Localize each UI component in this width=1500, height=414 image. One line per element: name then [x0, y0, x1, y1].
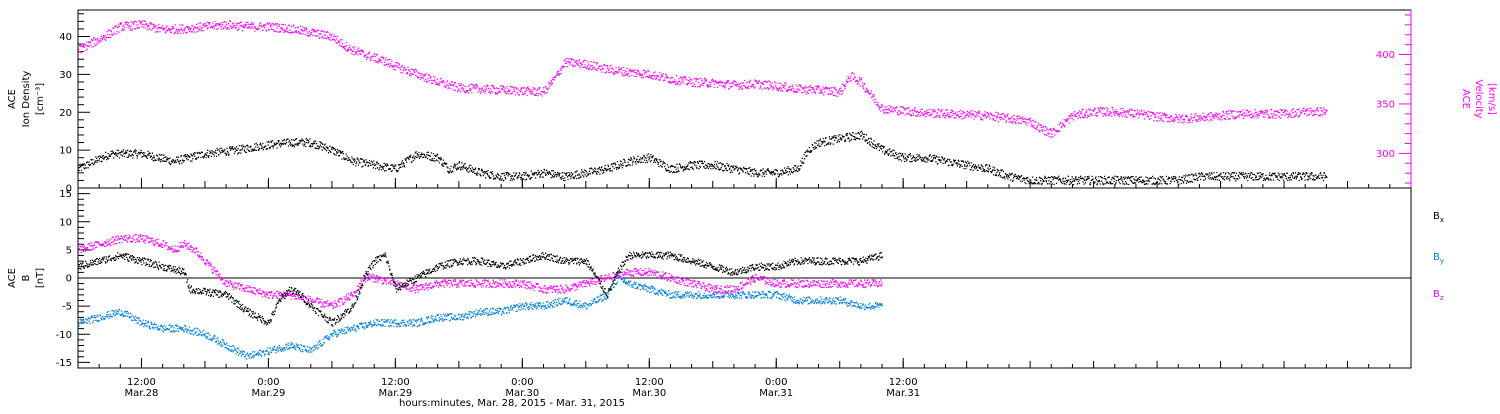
ion-density-points: [78, 130, 1328, 186]
top-right-ylabel-1: ACE: [1460, 89, 1471, 109]
bottom-left-tick-label: 10: [59, 217, 72, 228]
bottom-left-ylabel-1: ACE: [7, 268, 18, 288]
bottom-left-tick-label: -5: [62, 302, 72, 313]
x-tick-label-date: Mar.29: [378, 388, 412, 399]
x-tick-label-date: Mar.30: [505, 388, 539, 399]
x-tick-label-date: Mar.28: [125, 388, 159, 399]
top-left-tick-label: 30: [59, 70, 72, 81]
x-tick-label-date: Mar.31: [886, 388, 920, 399]
x-tick-label-time: 12:00: [127, 377, 156, 388]
top-right-ylabel-3: [km/s]: [1486, 83, 1497, 115]
bottom-left-ylabel-2: B: [21, 274, 32, 281]
top-right-axis: 300 350 400: [1376, 10, 1412, 188]
top-right-tick-label: 350: [1376, 99, 1395, 110]
top-left-tick-label: 10: [59, 146, 72, 157]
x-tick-label-date: Mar.31: [759, 388, 793, 399]
top-left-tick-label: 40: [59, 32, 72, 43]
x-tick-label-time: 12:00: [889, 377, 918, 388]
top-left-tick-label: 0: [66, 184, 72, 195]
legend-bz: Bz: [1433, 289, 1444, 302]
top-series-layer: [78, 20, 1328, 186]
top-panel-frame: [77, 9, 1412, 189]
top-left-ylabel-3: [cm⁻³]: [35, 83, 46, 115]
bottom-left-tick-label: -15: [56, 358, 72, 369]
bottom-series-layer: [78, 234, 883, 360]
legend-bx: Bx: [1433, 211, 1444, 224]
top-panel: 0 10 20 30 40 300 350 400 ACE Ion Density [cm⁻…: [7, 9, 1497, 195]
top-left-tick-label: 20: [59, 108, 72, 119]
legend-by: By: [1433, 252, 1444, 265]
by-points: [78, 274, 883, 360]
legend: Bx By Bz: [1433, 211, 1444, 302]
top-left-axis: 0 10 20 30 40: [59, 13, 90, 195]
top-right-tick-label: 400: [1376, 50, 1395, 61]
x-tick-label-time: 0:00: [765, 377, 787, 388]
top-right-tick-label: 300: [1376, 149, 1395, 160]
top-left-ylabel-2: Ion Density: [21, 71, 32, 128]
x-tick-label-date: Mar.30: [632, 388, 666, 399]
legend-subscript: x: [1440, 216, 1444, 224]
top-left-ylabel-1: ACE: [7, 89, 18, 109]
x-tick-label-date: Mar.29: [251, 388, 285, 399]
x-axis-title: hours:minutes, Mar. 28, 2015 - Mar. 31, …: [399, 398, 625, 409]
bz-points: [78, 234, 883, 310]
x-tick-label-time: 12:00: [635, 377, 664, 388]
bottom-left-axis: -15 -10 -5 0 5 10 15: [56, 189, 90, 369]
bottom-left-tick-label: 5: [66, 245, 72, 256]
legend-subscript: z: [1440, 294, 1444, 302]
x-tick-label-time: 12:00: [381, 377, 410, 388]
bottom-left-tick-label: 0: [66, 274, 72, 285]
legend-subscript: y: [1440, 257, 1444, 265]
x-tick-label-time: 0:00: [257, 377, 279, 388]
bx-points: [78, 251, 883, 327]
x-axis: 12:00Mar.280:00Mar.2912:00Mar.290:00Mar.…: [98, 178, 1391, 399]
bottom-left-tick-label: 15: [59, 189, 72, 200]
x-tick-label-time: 0:00: [511, 377, 533, 388]
top-right-ylabel-2: Velocity: [1473, 79, 1484, 118]
bottom-left-ylabel-3: [nT]: [35, 268, 46, 288]
bottom-left-tick-label: -10: [56, 330, 72, 341]
velocity-points: [78, 20, 1328, 139]
